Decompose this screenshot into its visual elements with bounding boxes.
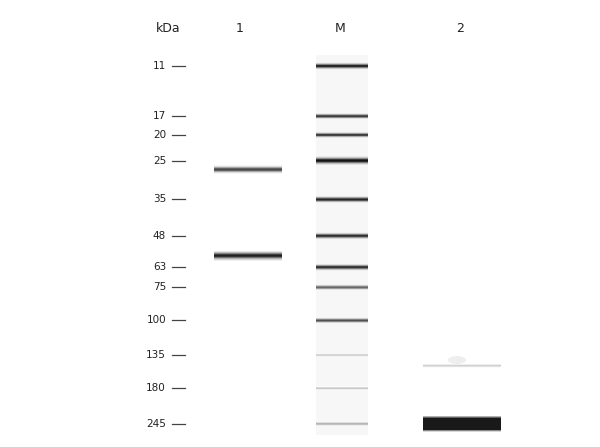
- Text: 1: 1: [236, 22, 244, 35]
- Bar: [423, 425, 501, 426]
- Text: 245: 245: [146, 419, 166, 429]
- Bar: [423, 427, 501, 428]
- Bar: [423, 417, 501, 418]
- Bar: [423, 422, 501, 423]
- Bar: [423, 418, 501, 419]
- Text: M: M: [335, 22, 346, 35]
- Text: 35: 35: [153, 194, 166, 204]
- Bar: [316, 55, 368, 435]
- Text: kDa: kDa: [155, 22, 181, 35]
- Text: 48: 48: [153, 231, 166, 241]
- Text: 2: 2: [456, 22, 464, 35]
- Text: 63: 63: [153, 262, 166, 272]
- Text: 75: 75: [153, 283, 166, 292]
- Bar: [423, 423, 501, 424]
- Text: 11: 11: [153, 61, 166, 71]
- Text: 135: 135: [146, 350, 166, 360]
- Bar: [423, 424, 501, 425]
- Text: 25: 25: [153, 156, 166, 166]
- Ellipse shape: [448, 356, 466, 364]
- Bar: [423, 421, 501, 422]
- Bar: [423, 431, 501, 432]
- Bar: [423, 426, 501, 427]
- Bar: [423, 416, 501, 417]
- Text: 20: 20: [153, 130, 166, 140]
- Text: 180: 180: [146, 383, 166, 393]
- Bar: [423, 419, 501, 420]
- Bar: [423, 429, 501, 430]
- Text: 100: 100: [146, 316, 166, 325]
- Text: 17: 17: [153, 111, 166, 121]
- Bar: [423, 420, 501, 421]
- Bar: [423, 428, 501, 429]
- Bar: [423, 430, 501, 431]
- Bar: [423, 417, 501, 418]
- Bar: [423, 427, 501, 428]
- Bar: [423, 422, 501, 423]
